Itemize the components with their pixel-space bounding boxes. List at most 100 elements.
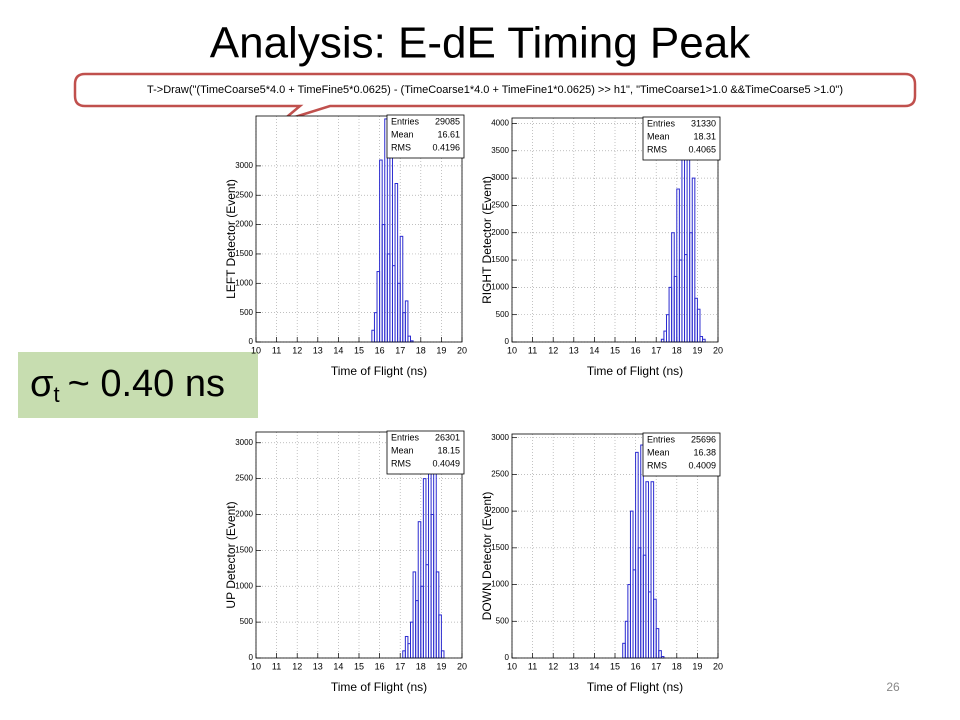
- y-tick-label: 3500: [491, 146, 509, 155]
- y-axis-label: RIGHT Detector (Event): [480, 176, 494, 304]
- stats-label: Mean: [647, 447, 670, 457]
- x-tick-label: 16: [375, 661, 385, 671]
- histogram-panel: 10 11 12 13 14 15 16 17 18 19 20 0 500 1000 1500 2000 25…: [480, 432, 723, 694]
- x-axis-label: Time of Flight (ns): [587, 680, 683, 694]
- x-tick-label: 18: [416, 345, 426, 355]
- x-tick-label: 10: [507, 661, 517, 671]
- x-tick-label: 11: [528, 661, 537, 671]
- y-tick-label: 0: [505, 653, 510, 662]
- sigma-label: σt ~ 0.40 ns: [30, 363, 225, 407]
- x-tick-label: 17: [651, 345, 661, 355]
- x-tick-label: 14: [589, 661, 599, 671]
- sigma-subscript: t: [53, 382, 59, 407]
- plot-frame: [511, 117, 719, 343]
- y-tick-label: 0: [249, 337, 254, 346]
- y-tick-label: 1500: [235, 545, 253, 554]
- x-tick-label: 14: [333, 345, 343, 355]
- y-tick-label: 1000: [235, 581, 253, 590]
- stats-value: 0.4196: [432, 142, 460, 152]
- code-callout: [73, 72, 917, 123]
- sigma-box: [18, 352, 258, 418]
- y-axis-label: DOWN Detector (Event): [480, 492, 494, 621]
- stats-label: RMS: [391, 142, 411, 152]
- x-tick-label: 12: [292, 345, 302, 355]
- plot-frame: [511, 433, 719, 659]
- histogram-panel: 10 11 12 13 14 15 16 17 18 19 20 0 500 1000 1500 2000 25…: [224, 114, 467, 378]
- x-tick-label: 13: [313, 661, 323, 671]
- histogram-panel: 10 11 12 13 14 15 16 17 18 19 20 0 500 1000 1500 2000 25…: [480, 116, 723, 378]
- x-tick-label: 11: [528, 345, 537, 355]
- y-tick-label: 2000: [235, 510, 253, 519]
- stats-box: [642, 432, 721, 477]
- y-tick-label: 500: [496, 310, 510, 319]
- code-text: T->Draw("(TimeCoarse5*4.0 + TimeFine5*0.…: [147, 84, 843, 96]
- plot-frame: [255, 431, 463, 659]
- sigma-symbol: σ: [30, 363, 53, 405]
- x-tick-label: 15: [354, 345, 364, 355]
- x-tick-label: 20: [457, 345, 467, 355]
- sigma-value: ~ 0.40 ns: [68, 363, 225, 405]
- y-tick-label: 500: [240, 308, 254, 317]
- y-tick-label: 2500: [235, 474, 253, 483]
- stats-value: 0.4009: [688, 460, 716, 470]
- x-tick-label: 19: [692, 661, 702, 671]
- stats-value: 29085: [435, 116, 460, 126]
- stats-value: 16.38: [693, 447, 716, 457]
- stats-value: 26301: [435, 432, 460, 442]
- y-axis-label: LEFT Detector (Event): [224, 179, 238, 299]
- y-tick-label: 500: [240, 617, 254, 626]
- x-tick-label: 10: [507, 345, 517, 355]
- y-tick-label: 3000: [235, 161, 253, 170]
- x-tick-label: 13: [569, 345, 579, 355]
- stats-label: RMS: [647, 460, 667, 470]
- stats-label: RMS: [391, 458, 411, 468]
- x-tick-label: 20: [713, 345, 723, 355]
- y-tick-label: 4000: [491, 119, 509, 128]
- x-tick-label: 17: [395, 661, 405, 671]
- x-tick-label: 16: [631, 345, 641, 355]
- stats-value: 16.61: [437, 129, 460, 139]
- slide-title: Analysis: E-dE Timing Peak: [210, 19, 751, 68]
- stats-value: 31330: [691, 118, 716, 128]
- x-tick-label: 14: [333, 661, 343, 671]
- y-tick-label: 0: [249, 653, 254, 662]
- y-tick-label: 2500: [491, 201, 509, 210]
- y-axis-label: UP Detector (Event): [224, 501, 238, 608]
- y-tick-label: 3000: [491, 433, 509, 442]
- y-tick-label: 1000: [491, 580, 509, 589]
- x-tick-label: 15: [610, 345, 620, 355]
- y-tick-label: 1500: [491, 543, 509, 552]
- stats-value: 0.4049: [432, 458, 460, 468]
- y-tick-label: 1500: [491, 255, 509, 264]
- x-tick-label: 17: [651, 661, 661, 671]
- y-tick-label: 2000: [491, 506, 509, 515]
- x-tick-label: 10: [251, 661, 261, 671]
- x-tick-label: 17: [395, 345, 405, 355]
- stats-value: 25696: [691, 434, 716, 444]
- x-tick-label: 12: [292, 661, 302, 671]
- stats-value: 18.31: [693, 131, 716, 141]
- x-tick-label: 20: [713, 661, 723, 671]
- x-axis-label: Time of Flight (ns): [331, 364, 427, 378]
- y-tick-label: 1000: [491, 282, 509, 291]
- y-tick-label: 2500: [235, 190, 253, 199]
- y-tick-label: 2000: [235, 220, 253, 229]
- stats-value: 0.4065: [688, 144, 716, 154]
- x-tick-label: 19: [436, 661, 446, 671]
- stats-label: Mean: [391, 129, 414, 139]
- x-axis-label: Time of Flight (ns): [331, 680, 427, 694]
- stats-label: Mean: [647, 131, 670, 141]
- x-tick-label: 12: [548, 661, 558, 671]
- x-tick-label: 19: [692, 345, 702, 355]
- stats-label: Entries: [391, 432, 420, 442]
- stats-box: [386, 114, 465, 159]
- x-tick-label: 14: [589, 345, 599, 355]
- x-tick-label: 13: [569, 661, 579, 671]
- histogram-panel: 10 11 12 13 14 15 16 17 18 19 20 0 500 1000 1500 2000 25…: [224, 430, 467, 694]
- y-tick-label: 0: [505, 337, 510, 346]
- stats-label: Entries: [647, 118, 676, 128]
- y-tick-label: 3000: [235, 438, 253, 447]
- x-tick-label: 18: [672, 661, 682, 671]
- x-tick-label: 11: [272, 661, 281, 671]
